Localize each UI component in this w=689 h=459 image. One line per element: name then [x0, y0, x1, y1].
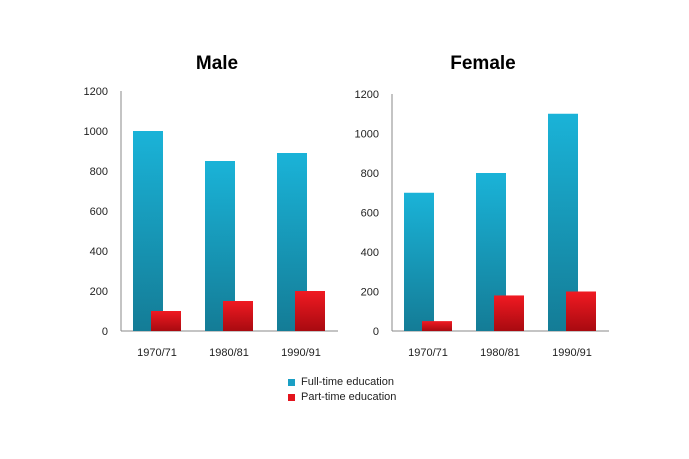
female-x-tick-label: 1980/81	[480, 347, 520, 359]
female-bar-part-time-1970/71	[422, 321, 452, 331]
legend-item-full-time: Full-time education	[288, 375, 396, 390]
male-x-tick-label: 1970/71	[137, 347, 177, 359]
legend-swatch-part-time	[288, 394, 295, 401]
legend-item-part-time: Part-time education	[288, 390, 396, 405]
male-y-tick-label: 1200	[84, 86, 108, 98]
female-bar-full-time-1970/71	[404, 192, 434, 331]
female-chart: Female 0 200 400 600 800 1000 1200 1970/71 1980/…	[355, 53, 609, 359]
legend: Full-time education Part-time education	[288, 375, 396, 405]
male-y-tick-label: 1000	[84, 126, 108, 138]
female-bar-part-time-1990/91	[566, 291, 596, 331]
female-y-tick-label: 600	[361, 208, 379, 220]
female-y-tick-label: 400	[361, 247, 379, 259]
legend-label-part-time: Part-time education	[301, 391, 397, 403]
male-bar-part-time-1970/71	[151, 311, 181, 331]
male-bar-part-time-1980/81	[223, 301, 253, 331]
male-x-tick-label: 1990/91	[281, 347, 321, 359]
male-y-tick-label: 600	[90, 206, 108, 218]
female-y-tick-label: 200	[361, 287, 379, 299]
male-chart: Male 0 200 400 600 800 1000 1200 1970/71 1980/81…	[84, 53, 338, 359]
male-bar-full-time-1970/71	[133, 131, 163, 331]
female-chart-title: Female	[450, 53, 515, 74]
male-bar-part-time-1990/91	[295, 291, 325, 331]
male-y-tick-label: 200	[90, 286, 108, 298]
legend-swatch-full-time	[288, 379, 295, 386]
male-y-tick-label: 800	[90, 166, 108, 178]
male-chart-title: Male	[196, 53, 238, 74]
female-y-tick-label: 0	[373, 326, 379, 338]
legend-label-full-time: Full-time education	[301, 376, 394, 388]
female-y-tick-label: 1200	[355, 89, 379, 101]
female-y-tick-label: 1000	[355, 129, 379, 141]
male-y-tick-label: 400	[90, 246, 108, 258]
female-y-tick-label: 800	[361, 168, 379, 180]
male-x-tick-label: 1980/81	[209, 347, 249, 359]
female-bar-part-time-1980/81	[494, 295, 524, 331]
female-x-tick-label: 1970/71	[408, 347, 448, 359]
female-x-tick-label: 1990/91	[552, 347, 592, 359]
male-y-tick-label: 0	[102, 326, 108, 338]
